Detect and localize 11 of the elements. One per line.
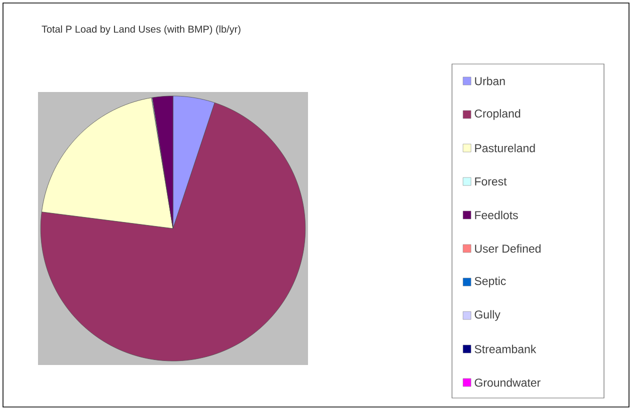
legend-label: Streambank — [474, 344, 536, 354]
legend-label: Groundwater — [474, 378, 540, 387]
legend-label: Urban — [475, 76, 505, 86]
chart-title: Total P Load by Land Uses (with BMP) (lb/yr) — [42, 25, 240, 35]
legend-label: Pastureland — [475, 144, 535, 152]
legend-label: Feedlots — [475, 210, 518, 220]
legend-label: Forest — [475, 177, 507, 186]
legend-label: Septic — [474, 276, 506, 288]
legend-label: Cropland — [474, 109, 520, 120]
legend-label: User Defined — [475, 244, 541, 253]
legend-label: Gully — [474, 310, 500, 321]
